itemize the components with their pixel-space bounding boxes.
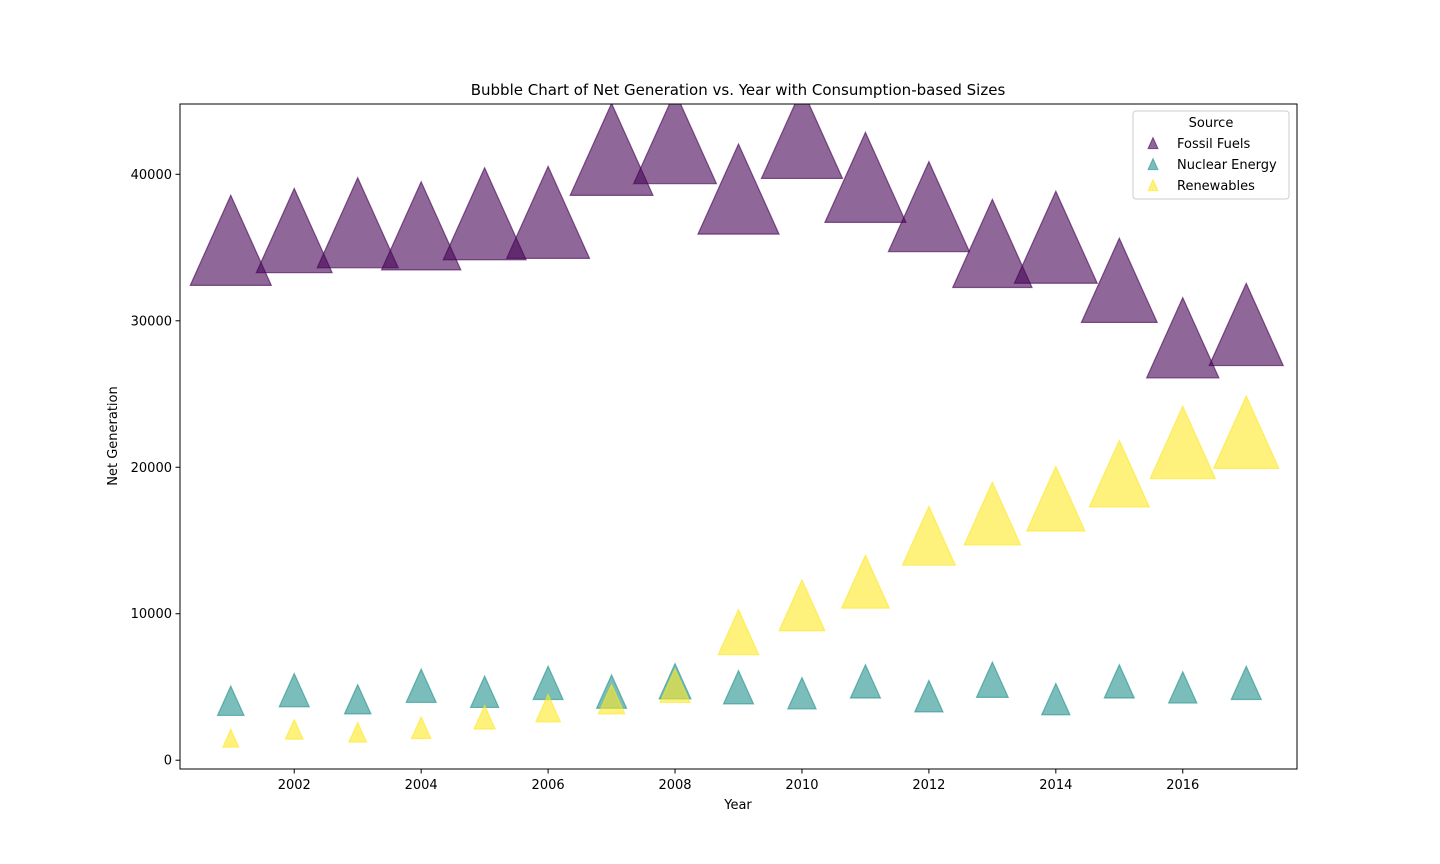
marker-nuclear-energy-2012 xyxy=(913,679,944,713)
marker-renewables-2015 xyxy=(1088,438,1151,508)
marker-renewables-2002 xyxy=(284,718,304,740)
marker-fossil-fuels-2014 xyxy=(1013,189,1099,284)
legend-marker-fossil-fuels xyxy=(1147,136,1159,150)
marker-fossil-fuels-2013 xyxy=(951,197,1033,289)
x-tick-label: 2016 xyxy=(1166,778,1199,793)
marker-nuclear-energy-2017 xyxy=(1230,664,1263,701)
marker-renewables-2017 xyxy=(1212,394,1280,469)
marker-fossil-fuels-2001 xyxy=(189,193,273,286)
marker-renewables-2008 xyxy=(659,667,691,704)
marker-fossil-fuels-2002 xyxy=(255,186,334,274)
marker-nuclear-energy-2011 xyxy=(849,663,882,699)
marker-fossil-fuels-2003 xyxy=(316,176,400,269)
marker-nuclear-energy-2005 xyxy=(469,674,500,709)
marker-fossil-fuels-2004 xyxy=(380,180,462,271)
marker-fossil-fuels-2016 xyxy=(1145,296,1220,379)
marker-nuclear-energy-2016 xyxy=(1167,670,1198,704)
chart-axes: 2002 2004 2006 2008 2010 2012 2014 2016 0 10000 20… xyxy=(131,103,1298,793)
legend-label-fossil-fuels: Fossil Fuels xyxy=(1177,137,1250,152)
marker-fossil-fuels-2015 xyxy=(1080,236,1159,324)
marker-renewables-2005 xyxy=(473,704,497,730)
y-tick-label: 30000 xyxy=(131,314,172,329)
y-tick-label: 0 xyxy=(164,754,172,769)
y-tick-label: 40000 xyxy=(131,168,172,183)
marker-fossil-fuels-2007 xyxy=(569,104,654,196)
legend-marker-nuclear-energy xyxy=(1147,157,1159,171)
legend-box xyxy=(1132,110,1290,200)
marker-fossil-fuels-2008 xyxy=(632,104,718,185)
marker-nuclear-energy-2009 xyxy=(722,669,755,705)
marker-renewables-2001 xyxy=(221,728,240,748)
legend-title: Source xyxy=(1189,116,1234,131)
marker-fossil-fuels-2010 xyxy=(760,104,844,180)
marker-fossil-fuels-2005 xyxy=(442,166,527,261)
x-tick-label: 2002 xyxy=(278,778,311,793)
marker-renewables-2010 xyxy=(778,578,826,632)
marker-fossil-fuels-2012 xyxy=(887,160,971,253)
x-tick-label: 2004 xyxy=(405,778,438,793)
y-axis-label: Net Generation xyxy=(106,386,121,485)
legend-label-nuclear-energy: Nuclear Energy xyxy=(1177,158,1277,173)
marker-renewables-2004 xyxy=(410,715,432,740)
y-tick-label: 20000 xyxy=(131,461,172,476)
marker-renewables-2006 xyxy=(534,693,562,723)
x-tick-label: 2006 xyxy=(532,778,565,793)
x-axis-label: Year xyxy=(723,798,752,813)
marker-renewables-2012 xyxy=(901,504,957,566)
marker-fossil-fuels-2006 xyxy=(505,164,591,259)
marker-nuclear-energy-2003 xyxy=(343,683,372,715)
marker-fossil-fuels-2009 xyxy=(697,142,780,235)
marker-nuclear-energy-2014 xyxy=(1040,681,1071,716)
legend: Source Fossil Fuels Nuclear Energy Renewabl… xyxy=(1132,110,1290,200)
marker-nuclear-energy-2002 xyxy=(278,672,311,708)
marker-renewables-2014 xyxy=(1025,464,1086,532)
plot-frame xyxy=(179,103,1298,770)
marker-renewables-2013 xyxy=(963,480,1022,546)
legend-label-renewables: Renewables xyxy=(1177,179,1255,194)
legend-marker-renewables xyxy=(1147,178,1159,192)
marker-fossil-fuels-2017 xyxy=(1208,281,1285,367)
chart-marks xyxy=(189,104,1285,748)
y-tick-label: 10000 xyxy=(131,607,172,622)
marker-nuclear-energy-2010 xyxy=(786,676,817,710)
marker-nuclear-energy-2013 xyxy=(975,660,1010,698)
chart-title: Bubble Chart of Net Generation vs. Year … xyxy=(471,81,1006,99)
marker-nuclear-energy-2001 xyxy=(216,684,245,717)
x-tick-label: 2010 xyxy=(785,778,818,793)
x-tick-label: 2014 xyxy=(1039,778,1072,793)
marker-renewables-2003 xyxy=(347,721,368,743)
marker-nuclear-energy-2015 xyxy=(1103,663,1136,699)
marker-renewables-2007 xyxy=(597,683,626,715)
marker-nuclear-energy-2004 xyxy=(405,667,438,704)
marker-fossil-fuels-2011 xyxy=(823,130,907,223)
marker-renewables-2011 xyxy=(840,553,891,609)
x-tick-label: 2012 xyxy=(912,778,945,793)
marker-renewables-2016 xyxy=(1149,404,1217,480)
x-tick-label: 2008 xyxy=(658,778,691,793)
marker-renewables-2009 xyxy=(717,608,760,656)
